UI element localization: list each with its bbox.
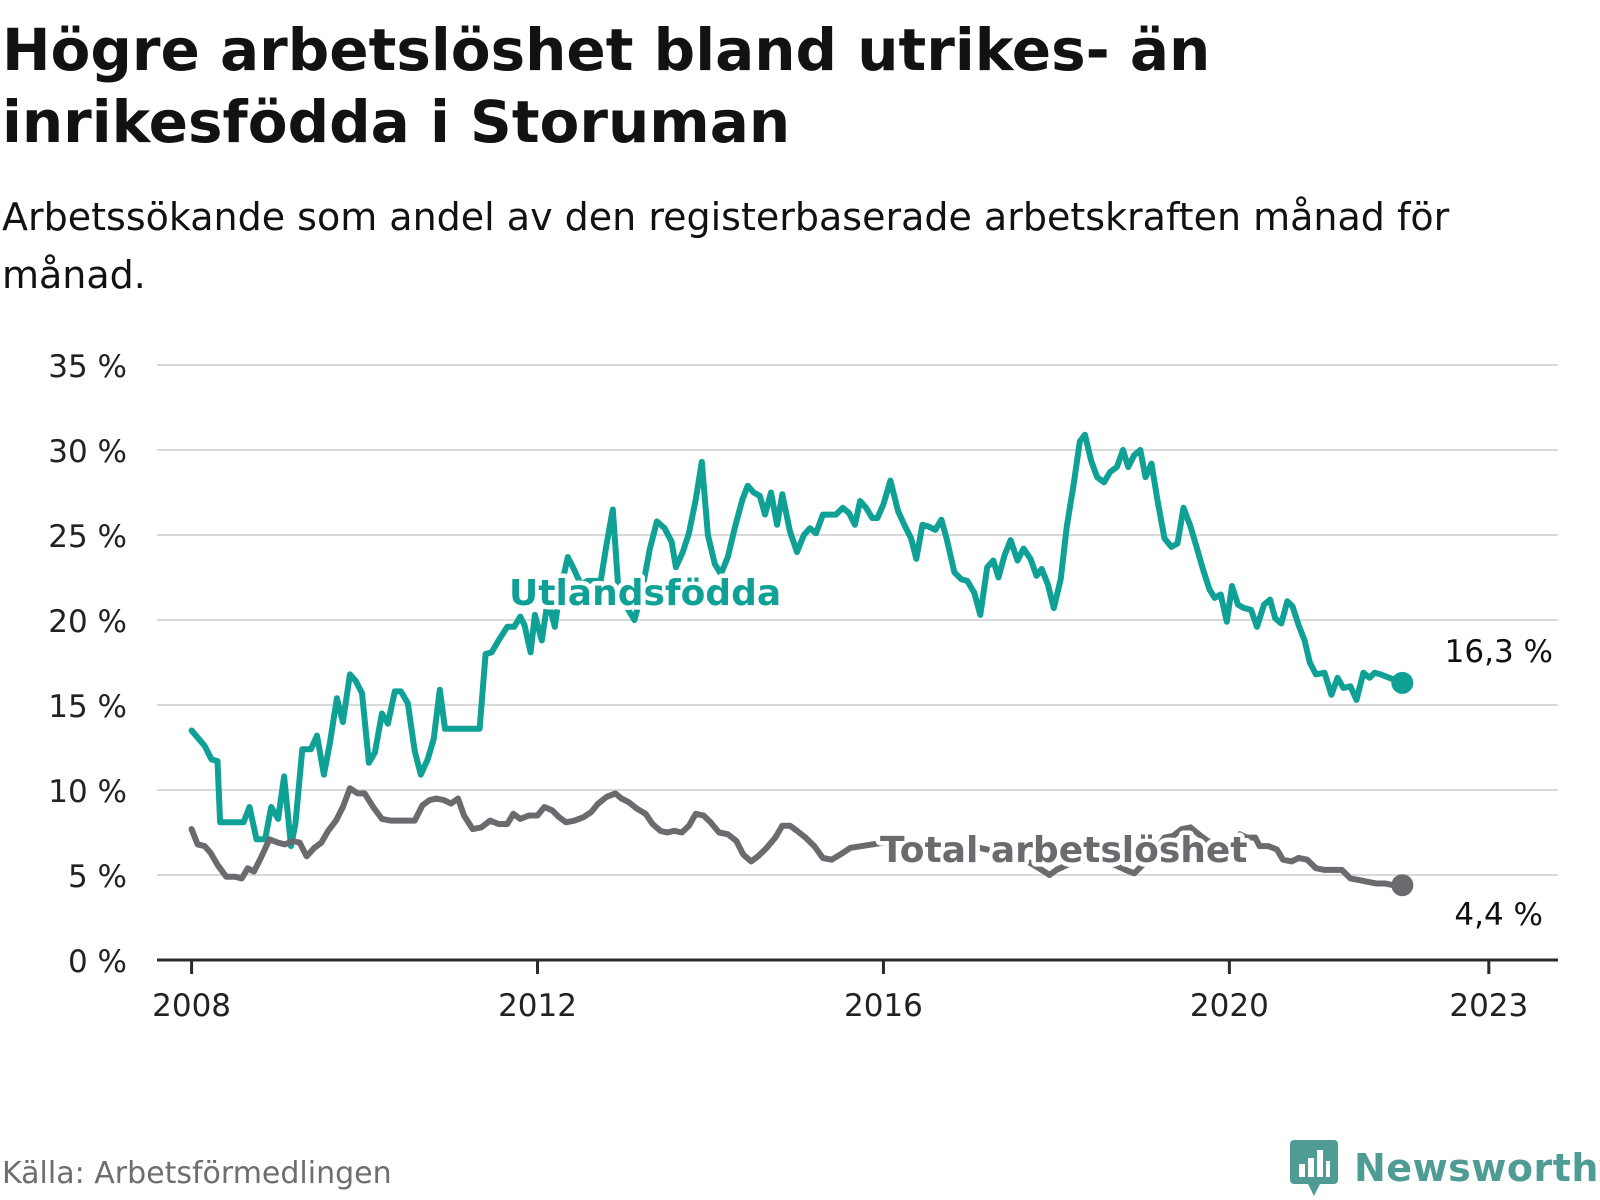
chart-title: Högre arbetslöshet bland utrikes- än inr… [2, 16, 1211, 156]
gridlines [157, 364, 1558, 876]
y-tick-label: 20 % [48, 604, 127, 640]
chart-subtitle: Arbetssökande som andel av den registerb… [2, 195, 1450, 297]
series-labels: Utlandsfödda Total arbetslöshet 16,3 % 4,4 … [505, 569, 1557, 937]
y-tick-label: 5 % [68, 859, 127, 895]
x-axis: 2008 2012 2016 2020 2023 [152, 958, 1558, 1024]
end-label-total: 4,4 % [1454, 897, 1543, 933]
y-tick-label: 30 % [48, 434, 127, 470]
end-label-utlandsfodda: 16,3 % [1445, 634, 1553, 670]
x-tick-label: 2016 [844, 988, 923, 1024]
brand-name: Newsworthy [1354, 1146, 1600, 1190]
x-tick-label: 2012 [498, 988, 577, 1024]
series-label-utlandsfodda: Utlandsfödda [509, 573, 781, 614]
bar-chart-icon [1290, 1140, 1338, 1196]
y-tick-label: 10 % [48, 774, 127, 810]
series-label-total: Total arbetslöshet [880, 830, 1248, 871]
brand-logo[interactable]: Newsworthy [1290, 1140, 1600, 1196]
series-line-total [188, 785, 1406, 889]
y-tick-label: 0 % [68, 944, 127, 980]
data-series [188, 431, 1414, 897]
end-point-utlandsfodda [1391, 671, 1414, 694]
end-point-total [1391, 874, 1414, 897]
source-note: Källa: Arbetsförmedlingen [2, 1156, 392, 1191]
x-tick-label: 2008 [152, 988, 231, 1024]
y-tick-label: 15 % [48, 689, 127, 725]
y-tick-label: 25 % [48, 519, 127, 555]
series-line-utlandsfodda [188, 431, 1406, 850]
x-tick-label: 2023 [1449, 988, 1528, 1024]
y-tick-label: 35 % [48, 349, 127, 385]
x-tick-label: 2020 [1190, 988, 1269, 1024]
y-axis-tick-labels: 0 % 5 % 10 % 15 % 20 % 25 % 30 % 35 % [48, 349, 127, 980]
